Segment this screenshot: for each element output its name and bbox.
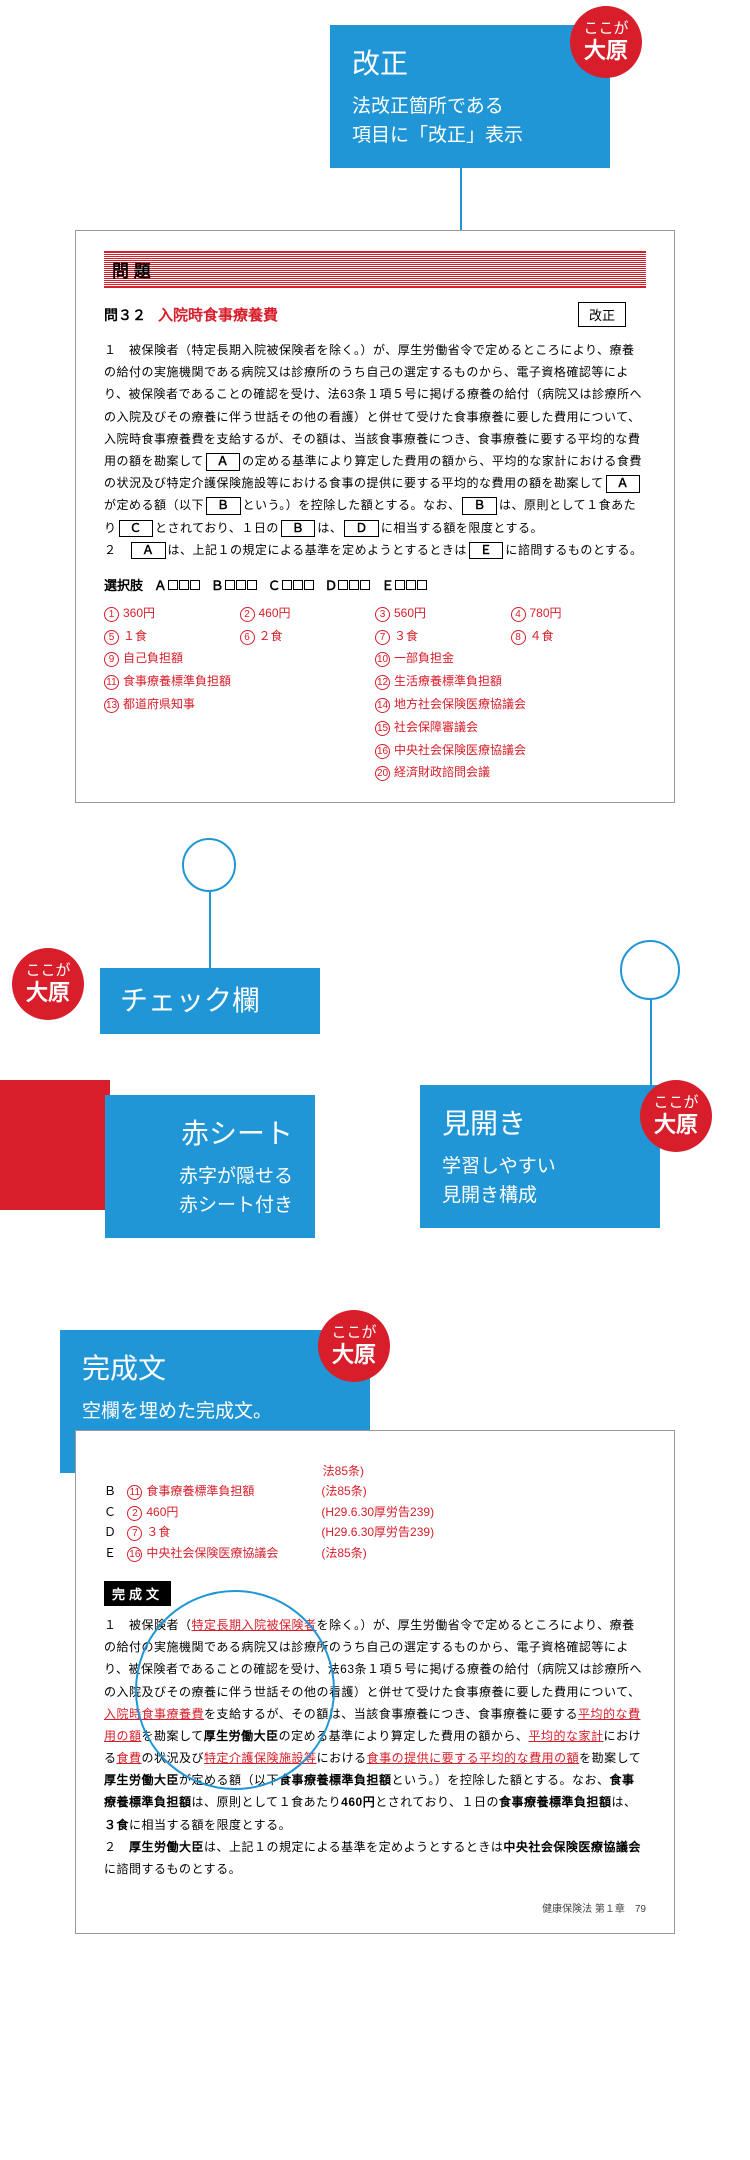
opt-16: 16中央社会保険医療協議会 <box>375 739 646 762</box>
blank-a2: Ａ <box>606 475 641 493</box>
callout-redsheet-title: 赤シート <box>127 1113 293 1155</box>
badge-line1-2: ここが <box>25 962 70 980</box>
opt-9: 9自己負担額 <box>104 647 375 670</box>
page-footer: 健康保険法 第１章 79 <box>104 1900 646 1915</box>
opt-8: 8４食 <box>511 625 647 648</box>
opt-11: 11食事療養標準負担額 <box>104 670 375 693</box>
opt-14: 14地方社会保険医療協議会 <box>375 693 646 716</box>
circle-checkbox <box>182 838 236 892</box>
question-body: １ 被保険者（特定長期入院被保険者を除く。）が、厚生労働省令で定めるところにより… <box>104 339 646 561</box>
blank-a: Ａ <box>206 453 241 471</box>
blank-b: Ｂ <box>206 497 241 515</box>
page1-frame: 問 題 問３２ 入院時食事療養費 改正 １ 被保険者（特定長期入院被保険者を除く… <box>75 230 675 803</box>
badge-line1-4: ここが <box>331 1324 376 1342</box>
callout-spread-desc: 学習しやすい 見開き構成 <box>442 1153 638 1210</box>
callout-spread-title: 見開き <box>442 1103 638 1145</box>
callout-redsheet: 赤シート 赤字が隠せる 赤シート付き <box>105 1095 315 1238</box>
choices-label: 選択肢 <box>104 578 143 593</box>
connector-spread <box>650 1000 652 1085</box>
revision-tag: 改正 <box>578 302 626 327</box>
opt-12: 12生活療養標準負担額 <box>375 670 646 693</box>
callout-revision: 改正 法改正箇所である 項目に「改正」表示 <box>330 25 610 168</box>
callout-checkbox: チェック欄 <box>100 968 320 1034</box>
check-b[interactable]: Ｂ <box>211 578 257 593</box>
circle-spread <box>620 940 680 1000</box>
badge-line1-3: ここが <box>653 1094 698 1112</box>
opt-7: 7３食 <box>375 625 511 648</box>
options-block: 1360円 2460円 3560円 4780円 5１食 6２食 7３食 8４食 … <box>104 602 646 784</box>
body-seg7: は、 <box>317 521 342 535</box>
question-header: 問 題 <box>104 251 646 288</box>
check-d[interactable]: Ｄ <box>324 578 370 593</box>
badge-line2: 大原 <box>584 38 628 64</box>
badge-checkbox: ここが 大原 <box>12 948 84 1020</box>
badge-revision: ここが 大原 <box>570 6 642 78</box>
connector-checkbox <box>209 892 211 970</box>
body-seg9: は、上記１の規定による基準を定めようとするときは <box>168 543 467 557</box>
callout-revision-title: 改正 <box>352 43 588 85</box>
callout-complete-title: 完成文 <box>82 1348 348 1390</box>
blank-b3: Ｂ <box>281 520 316 538</box>
complete-header: 完成文 <box>104 1581 171 1606</box>
badge-line1: ここが <box>583 20 628 38</box>
opt-15: 15社会保障審議会 <box>375 716 646 739</box>
page1-wrapper: 問 題 問３２ 入院時食事療養費 改正 １ 被保険者（特定長期入院被保険者を除く… <box>75 230 675 803</box>
opt-2: 2460円 <box>240 602 376 625</box>
choices-header: 選択肢 Ａ Ｂ Ｃ Ｄ Ｅ <box>104 575 646 594</box>
badge-spread: ここが 大原 <box>640 1080 712 1152</box>
check-a[interactable]: Ａ <box>154 578 200 593</box>
callout-redsheet-desc: 赤字が隠せる 赤シート付き <box>127 1163 293 1220</box>
opt-6: 6２食 <box>240 625 376 648</box>
opt-20: 20経済財政諮問会議 <box>375 761 646 784</box>
body-seg1: １ 被保険者（特定長期入院被保険者を除く。）が、厚生労働省令で定めるところにより… <box>104 343 642 468</box>
body-seg6: とされており、１日の <box>155 521 279 535</box>
badge-complete: ここが 大原 <box>318 1310 390 1382</box>
body-seg3: が定める額（以下 <box>104 498 204 512</box>
answers-block: 法85条) Ｂ 11食事療養標準負担額(法85条) Ｃ 2460円(H29.6.… <box>104 1461 646 1563</box>
callout-checkbox-title: チェック欄 <box>120 980 300 1022</box>
check-e[interactable]: Ｅ <box>381 578 427 593</box>
circle-complete <box>135 1590 335 1790</box>
question-number: 問３２ <box>104 305 146 325</box>
badge-line2-3: 大原 <box>654 1112 698 1138</box>
ans-row3: Ｄ 7３食(H29.6.30厚労告239) <box>104 1522 646 1542</box>
ans-row2: Ｃ 2460円(H29.6.30厚労告239) <box>104 1502 646 1522</box>
blank-d: Ｄ <box>344 520 379 538</box>
opt-4: 4780円 <box>511 602 647 625</box>
body-seg4: という。）を控除した額とする。なお、 <box>243 498 461 512</box>
body-seg10: に諮問するものとする。 <box>505 543 642 557</box>
callout-spread: 見開き 学習しやすい 見開き構成 <box>420 1085 660 1228</box>
callout-revision-desc: 法改正箇所である 項目に「改正」表示 <box>352 93 588 150</box>
opt-1: 1360円 <box>104 602 240 625</box>
opt-3: 3560円 <box>375 602 511 625</box>
ans-row0: 法85条) <box>104 1461 646 1481</box>
blank-c: Ｃ <box>119 520 154 538</box>
ans-row1: Ｂ 11食事療養標準負担額(法85条) <box>104 1481 646 1501</box>
ans-row4: Ｅ 16中央社会保険医療協議会(法85条) <box>104 1543 646 1563</box>
blank-a3: Ａ <box>131 542 166 560</box>
question-topic: 入院時食事療養費 <box>158 304 278 325</box>
check-c[interactable]: Ｃ <box>268 578 314 593</box>
opt-5: 5１食 <box>104 625 240 648</box>
blank-b2: Ｂ <box>462 497 497 515</box>
badge-line2-4: 大原 <box>332 1342 376 1368</box>
red-sheet <box>0 1080 110 1210</box>
opt-13: 13都道府県知事 <box>104 693 375 716</box>
blank-e: Ｅ <box>469 542 504 560</box>
opt-10: 10一部負担金 <box>375 647 646 670</box>
question-row: 問３２ 入院時食事療養費 改正 <box>104 302 646 327</box>
badge-line2-2: 大原 <box>26 980 70 1006</box>
